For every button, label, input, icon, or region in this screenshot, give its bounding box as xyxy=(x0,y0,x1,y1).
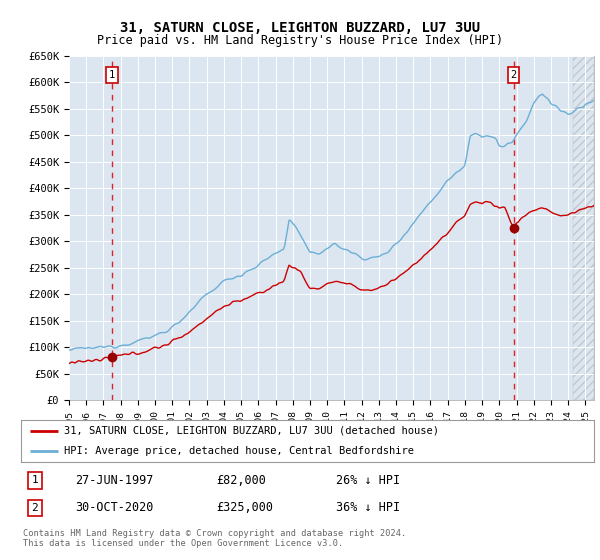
Text: 2: 2 xyxy=(31,503,38,513)
Text: Contains HM Land Registry data © Crown copyright and database right 2024.
This d: Contains HM Land Registry data © Crown c… xyxy=(23,529,406,548)
Text: £82,000: £82,000 xyxy=(216,474,266,487)
Text: Price paid vs. HM Land Registry's House Price Index (HPI): Price paid vs. HM Land Registry's House … xyxy=(97,34,503,47)
Text: HPI: Average price, detached house, Central Bedfordshire: HPI: Average price, detached house, Cent… xyxy=(64,446,414,456)
Text: 31, SATURN CLOSE, LEIGHTON BUZZARD, LU7 3UU (detached house): 31, SATURN CLOSE, LEIGHTON BUZZARD, LU7 … xyxy=(64,426,439,436)
Text: 30-OCT-2020: 30-OCT-2020 xyxy=(75,501,154,515)
Text: 27-JUN-1997: 27-JUN-1997 xyxy=(75,474,154,487)
Text: 1: 1 xyxy=(109,70,115,80)
Text: 1: 1 xyxy=(31,475,38,486)
Text: 36% ↓ HPI: 36% ↓ HPI xyxy=(336,501,400,515)
Text: 2: 2 xyxy=(511,70,517,80)
Text: 26% ↓ HPI: 26% ↓ HPI xyxy=(336,474,400,487)
Text: 31, SATURN CLOSE, LEIGHTON BUZZARD, LU7 3UU: 31, SATURN CLOSE, LEIGHTON BUZZARD, LU7 … xyxy=(120,21,480,35)
Text: £325,000: £325,000 xyxy=(216,501,273,515)
Bar xyxy=(574,56,594,400)
